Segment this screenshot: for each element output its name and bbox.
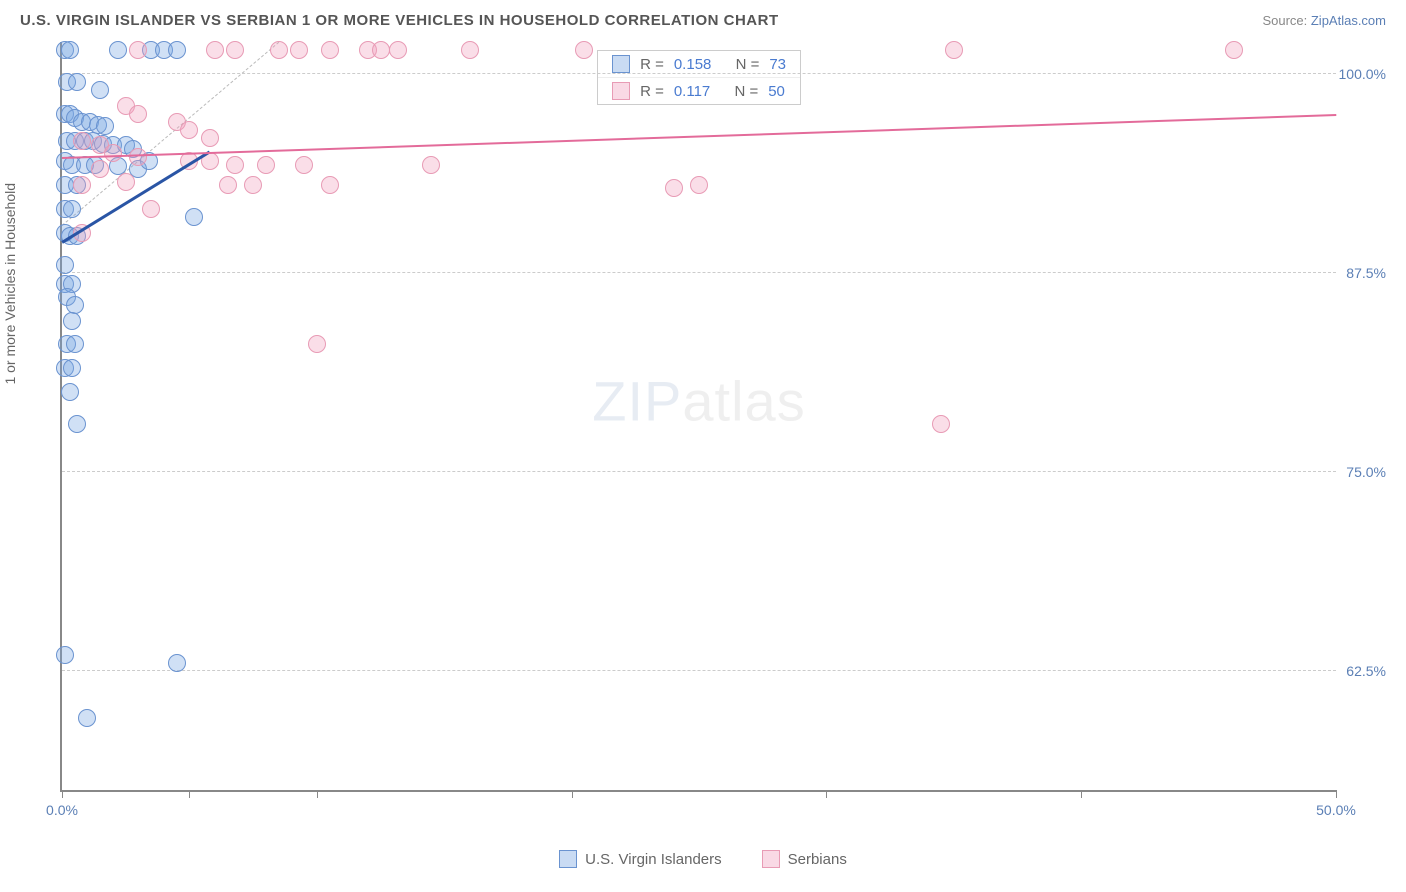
legend-label-blue: U.S. Virgin Islanders: [585, 851, 721, 868]
x-tick: [317, 790, 318, 798]
data-point: [295, 156, 313, 174]
x-tick-label: 0.0%: [46, 802, 78, 818]
data-point: [290, 41, 308, 59]
r-value-blue: 0.158: [674, 56, 712, 73]
data-point: [96, 117, 114, 135]
chart-header: U.S. VIRGIN ISLANDER VS SERBIAN 1 OR MOR…: [0, 0, 1406, 37]
swatch-pink: [612, 82, 630, 100]
gridline-horizontal: [62, 670, 1336, 671]
stats-row-blue: R = 0.158 N = 73: [598, 51, 800, 78]
bottom-legend: U.S. Virgin Islanders Serbians: [20, 850, 1386, 868]
data-point: [257, 156, 275, 174]
chart-title: U.S. VIRGIN ISLANDER VS SERBIAN 1 OR MOR…: [20, 12, 779, 29]
data-point: [73, 176, 91, 194]
legend-item-blue: U.S. Virgin Islanders: [559, 850, 721, 868]
data-point: [690, 176, 708, 194]
data-point: [129, 105, 147, 123]
y-tick-label: 87.5%: [1346, 265, 1386, 281]
data-point: [61, 383, 79, 401]
data-point: [226, 156, 244, 174]
plot-area: ZIPatlas R = 0.158 N = 73 R = 0.117 N = …: [60, 42, 1336, 792]
data-point: [206, 41, 224, 59]
data-point: [321, 176, 339, 194]
n-value-pink: 50: [768, 83, 785, 100]
gridline-horizontal: [62, 272, 1336, 273]
data-point: [575, 41, 593, 59]
data-point: [185, 208, 203, 226]
data-point: [56, 646, 74, 664]
data-point: [665, 179, 683, 197]
stats-row-pink: R = 0.117 N = 50: [598, 78, 800, 104]
swatch-blue: [612, 55, 630, 73]
data-point: [109, 41, 127, 59]
y-tick-label: 62.5%: [1346, 663, 1386, 679]
watermark: ZIPatlas: [592, 369, 805, 434]
n-value-blue: 73: [769, 56, 786, 73]
legend-label-pink: Serbians: [788, 851, 847, 868]
data-point: [308, 335, 326, 353]
data-point: [61, 41, 79, 59]
data-point: [63, 200, 81, 218]
data-point: [226, 41, 244, 59]
data-point: [129, 41, 147, 59]
data-point: [168, 654, 186, 672]
y-axis-label: 1 or more Vehicles in Household: [2, 183, 18, 385]
data-point: [63, 359, 81, 377]
legend-swatch-blue: [559, 850, 577, 868]
data-point: [68, 415, 86, 433]
data-point: [68, 73, 86, 91]
data-point: [73, 132, 91, 150]
data-point: [321, 41, 339, 59]
data-point: [180, 121, 198, 139]
data-point: [91, 81, 109, 99]
x-tick: [1336, 790, 1337, 798]
source-attribution: Source: ZipAtlas.com: [1262, 13, 1386, 28]
data-point: [201, 129, 219, 147]
gridline-horizontal: [62, 471, 1336, 472]
r-value-pink: 0.117: [674, 83, 710, 100]
data-point: [244, 176, 262, 194]
data-point: [66, 335, 84, 353]
data-point: [91, 160, 109, 178]
x-tick: [826, 790, 827, 798]
data-point: [117, 173, 135, 191]
data-point: [63, 312, 81, 330]
data-point: [372, 41, 390, 59]
data-point: [104, 144, 122, 162]
x-tick: [62, 790, 63, 798]
legend-swatch-pink: [762, 850, 780, 868]
data-point: [932, 415, 950, 433]
gridline-horizontal: [62, 73, 1336, 74]
y-tick-label: 100.0%: [1339, 66, 1386, 82]
x-tick: [189, 790, 190, 798]
data-point: [78, 709, 96, 727]
data-point: [142, 200, 160, 218]
data-point: [270, 41, 288, 59]
source-link[interactable]: ZipAtlas.com: [1311, 13, 1386, 28]
data-point: [219, 176, 237, 194]
data-point: [945, 41, 963, 59]
data-point: [168, 41, 186, 59]
data-point: [56, 256, 74, 274]
stats-legend-box: R = 0.158 N = 73 R = 0.117 N = 50: [597, 50, 801, 105]
data-point: [461, 41, 479, 59]
x-tick: [572, 790, 573, 798]
x-tick-label: 50.0%: [1316, 802, 1356, 818]
data-point: [389, 41, 407, 59]
data-point: [422, 156, 440, 174]
x-tick: [1081, 790, 1082, 798]
regression-line: [62, 114, 1336, 159]
y-tick-label: 75.0%: [1346, 464, 1386, 480]
chart-container: 1 or more Vehicles in Household ZIPatlas…: [20, 42, 1386, 832]
data-point: [1225, 41, 1243, 59]
legend-item-pink: Serbians: [762, 850, 847, 868]
